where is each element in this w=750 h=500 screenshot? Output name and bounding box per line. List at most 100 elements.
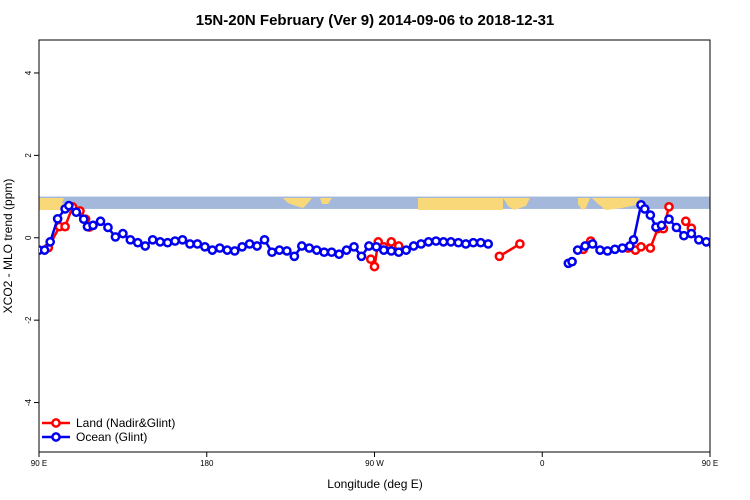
data-point bbox=[664, 202, 674, 212]
data-point bbox=[244, 239, 255, 249]
data-point bbox=[617, 243, 628, 253]
data-point bbox=[628, 234, 639, 245]
data-point bbox=[378, 245, 389, 255]
y-axis-label: XCO2 - MLO trend (ppm) bbox=[1, 179, 15, 314]
data-point bbox=[356, 251, 367, 262]
data-point bbox=[679, 230, 689, 241]
data-point bbox=[364, 241, 374, 251]
legend-item: Ocean (Glint) bbox=[42, 430, 147, 444]
series-ocean bbox=[39, 199, 743, 269]
data-point bbox=[110, 232, 121, 242]
data-point bbox=[63, 200, 74, 211]
land-baja bbox=[320, 198, 332, 204]
data-point bbox=[349, 241, 359, 252]
data-point bbox=[664, 214, 674, 225]
x-axis-label: Longitude (deg E) bbox=[327, 477, 422, 491]
data-point bbox=[446, 237, 456, 247]
data-point bbox=[185, 239, 195, 249]
legend-marker bbox=[51, 432, 61, 442]
data-point bbox=[125, 234, 136, 245]
legend-item: Land (Nadir&Glint) bbox=[42, 416, 175, 430]
data-point bbox=[656, 220, 667, 231]
x-axis: 90 E 180 90 W 0 90 E bbox=[31, 452, 718, 468]
data-point bbox=[602, 246, 613, 256]
data-point bbox=[401, 245, 412, 255]
data-point bbox=[736, 240, 743, 247]
data-point bbox=[304, 243, 315, 253]
data-point bbox=[207, 245, 218, 255]
data-point bbox=[52, 213, 63, 224]
ocean-band bbox=[39, 196, 710, 209]
data-point bbox=[311, 245, 322, 255]
land-india bbox=[578, 198, 590, 210]
data-point bbox=[45, 237, 56, 247]
data-point bbox=[671, 222, 682, 233]
data-point bbox=[686, 228, 697, 239]
data-point bbox=[732, 240, 739, 247]
y-tick-label: -4 bbox=[24, 398, 33, 406]
data-point bbox=[610, 244, 620, 255]
data-point bbox=[680, 216, 691, 227]
data-point bbox=[572, 245, 583, 255]
data-point bbox=[147, 234, 158, 245]
data-point bbox=[693, 234, 704, 245]
data-point bbox=[200, 241, 210, 252]
data-point bbox=[645, 210, 656, 220]
data-point bbox=[431, 236, 441, 246]
world-map-band bbox=[39, 196, 710, 210]
data-point bbox=[289, 251, 300, 262]
x-tick-label: 0 bbox=[540, 459, 545, 468]
x-tick-label: 90 E bbox=[702, 459, 718, 468]
land-southeast-asia bbox=[592, 198, 640, 210]
y-axis: -4 -2 0 2 4 bbox=[24, 70, 39, 406]
data-point bbox=[60, 221, 70, 232]
chart-title: 15N-20N February (Ver 9) 2014-09-06 to 2… bbox=[196, 12, 555, 29]
data-point bbox=[296, 241, 307, 251]
data-point bbox=[71, 207, 82, 218]
land-arabia bbox=[503, 198, 530, 210]
data-point bbox=[78, 214, 89, 225]
data-point bbox=[639, 204, 650, 214]
data-point bbox=[365, 254, 376, 265]
data-point bbox=[267, 247, 277, 258]
data-point bbox=[170, 236, 180, 246]
data-point bbox=[580, 241, 590, 251]
data-point bbox=[140, 241, 151, 251]
data-point bbox=[393, 247, 404, 258]
land-north-africa bbox=[418, 198, 503, 210]
legend: Land (Nadir&Glint)Ocean (Glint) bbox=[42, 416, 175, 444]
data-point bbox=[229, 246, 240, 256]
data-point bbox=[386, 237, 397, 247]
data-point bbox=[118, 228, 128, 239]
series-layer bbox=[39, 199, 743, 272]
legend-label: Land (Nadir&Glint) bbox=[76, 416, 175, 430]
data-point bbox=[416, 239, 426, 249]
land-north-america-west bbox=[283, 198, 312, 208]
legend-marker bbox=[51, 418, 61, 428]
data-point bbox=[453, 237, 464, 248]
data-point bbox=[595, 245, 605, 255]
data-point bbox=[259, 234, 270, 245]
data-point bbox=[274, 245, 285, 255]
y-tick-label: 2 bbox=[24, 153, 33, 158]
y-tick-label: 4 bbox=[24, 70, 33, 75]
data-point bbox=[282, 246, 292, 256]
data-point bbox=[132, 237, 143, 248]
data-point bbox=[88, 220, 98, 231]
data-point bbox=[475, 237, 486, 248]
data-point bbox=[423, 237, 434, 247]
data-point bbox=[341, 245, 352, 255]
data-point bbox=[515, 239, 525, 249]
data-point bbox=[460, 239, 471, 249]
data-point bbox=[177, 234, 188, 245]
data-point bbox=[162, 237, 173, 248]
data-point bbox=[369, 261, 380, 272]
data-point bbox=[334, 249, 344, 260]
data-point bbox=[718, 238, 725, 245]
y-tick-label: 0 bbox=[24, 235, 33, 240]
data-point bbox=[39, 245, 50, 255]
series-land bbox=[43, 202, 697, 272]
data-point bbox=[155, 237, 166, 247]
x-tick-label: 90 E bbox=[31, 459, 47, 468]
